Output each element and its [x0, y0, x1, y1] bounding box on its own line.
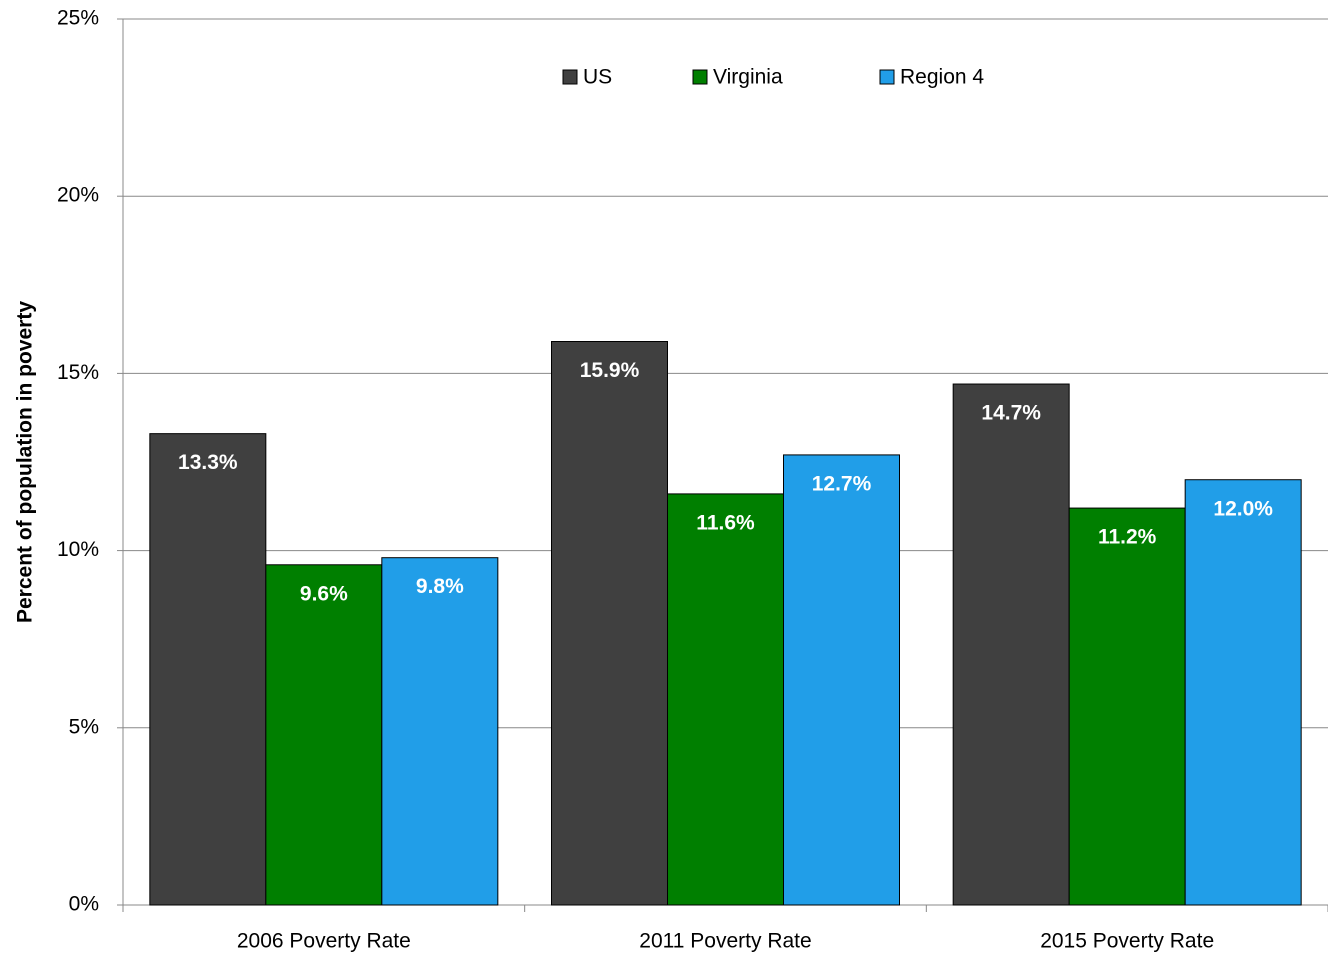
value-label: 15.9% [580, 359, 640, 382]
value-label: 12.0% [1213, 497, 1273, 520]
y-tick-label: 10% [57, 538, 99, 561]
y-axis-label: Percent of population in poverty [14, 301, 37, 623]
legend-label: US [583, 66, 612, 89]
x-tick-label: 2015 Poverty Rate [1040, 930, 1214, 953]
x-tick-label: 2011 Poverty Rate [639, 930, 811, 953]
legend-swatch [562, 69, 578, 85]
y-tick-label: 20% [57, 184, 99, 207]
value-label: 14.7% [981, 402, 1041, 425]
legend-swatch [879, 69, 895, 85]
bar [952, 383, 1070, 906]
bar [551, 341, 668, 906]
value-label: 9.8% [416, 575, 464, 598]
value-label: 11.2% [1098, 526, 1157, 549]
bar [667, 493, 784, 906]
y-tick-label: 5% [69, 715, 99, 738]
bar [265, 564, 383, 906]
bar [783, 454, 900, 906]
value-label: 12.7% [812, 472, 872, 495]
bar [1184, 479, 1302, 906]
legend-label: Virginia [713, 66, 783, 89]
bar [381, 557, 499, 906]
legend-label: Region 4 [900, 66, 984, 89]
value-label: 11.6% [696, 511, 755, 534]
bar [149, 433, 267, 906]
bar [1068, 507, 1186, 906]
y-tick-label: 0% [69, 893, 99, 916]
y-tick-label: 25% [57, 7, 99, 30]
y-tick-label: 15% [57, 361, 99, 384]
legend-swatch [692, 69, 708, 85]
x-tick-label: 2006 Poverty Rate [237, 930, 411, 953]
value-label: 9.6% [300, 582, 348, 605]
value-label: 13.3% [178, 451, 238, 474]
